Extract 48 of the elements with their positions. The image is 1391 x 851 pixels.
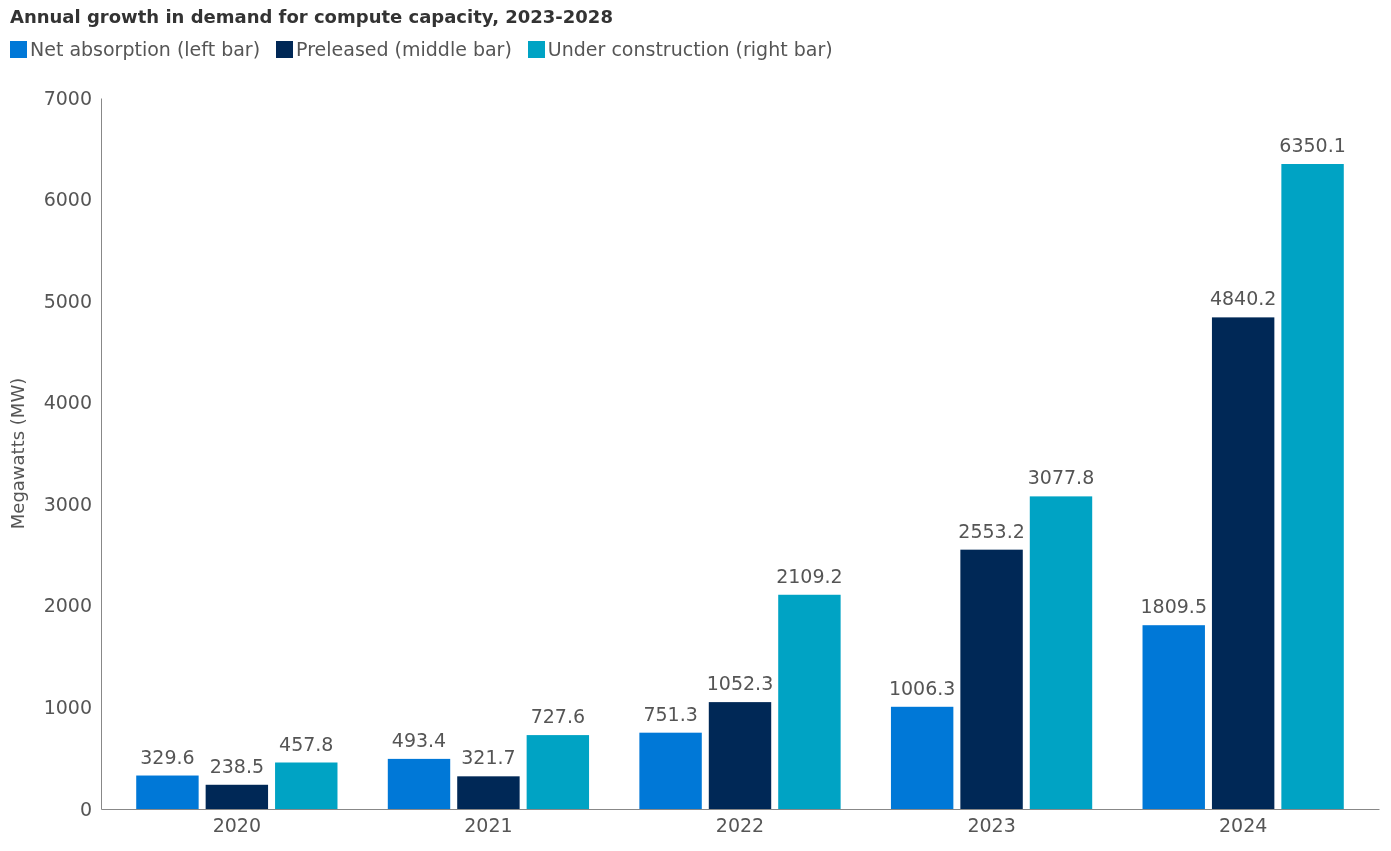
bar [1211, 317, 1275, 809]
bar [778, 594, 841, 809]
bar [890, 706, 954, 809]
y-tick-label: 3000 [43, 492, 92, 515]
x-tick-label: 2023 [967, 814, 1016, 837]
legend-label: Net absorption (left bar) [30, 38, 261, 60]
data-label: 238.5 [209, 754, 265, 777]
data-label: 329.6 [140, 745, 195, 768]
bar [136, 775, 199, 809]
data-label: 2109.2 [776, 564, 843, 587]
y-tick-label: 7000 [43, 86, 92, 109]
bar [205, 784, 269, 809]
bar [387, 758, 451, 809]
legend-label: Under construction (right bar) [547, 38, 833, 60]
x-tick-label: 2020 [212, 814, 262, 837]
bar [960, 549, 1023, 809]
bar [526, 735, 590, 809]
data-label: 1006.3 [888, 676, 956, 699]
data-label: 4840.2 [1209, 287, 1277, 310]
y-tick-label: 6000 [43, 188, 92, 211]
y-tick-label: 1000 [43, 696, 92, 719]
bar [1029, 496, 1093, 809]
data-label: 3077.8 [1027, 466, 1095, 489]
data-label: 1052.3 [706, 672, 774, 695]
legend-label: Preleased (middle bar) [296, 38, 512, 60]
x-tick-label: 2022 [715, 814, 765, 837]
y-tick-label: 4000 [43, 391, 92, 414]
data-label: 2553.2 [958, 519, 1025, 542]
y-tick-label: 5000 [43, 289, 92, 312]
y-axis-title: Megawatts (MW) [7, 377, 28, 530]
data-label: 1809.5 [1140, 595, 1207, 618]
bar [708, 702, 772, 809]
data-label: 457.8 [279, 732, 334, 755]
data-label: 751.3 [643, 702, 698, 725]
bar [639, 732, 702, 809]
bar [1281, 164, 1344, 809]
bar [275, 762, 338, 809]
y-tick-label: 2000 [43, 594, 92, 617]
data-label: 493.4 [391, 728, 447, 751]
x-tick-label: 2021 [464, 814, 513, 837]
data-label: 727.6 [530, 705, 586, 728]
data-label: 6350.1 [1279, 134, 1346, 157]
data-label: 321.7 [461, 746, 516, 769]
x-tick-label: 2024 [1218, 814, 1268, 837]
bar [457, 776, 520, 809]
chart-title: Annual growth in demand for compute capacity, 2023-2028 [10, 6, 613, 27]
y-tick-label: 0 [79, 797, 92, 820]
bar [1142, 625, 1205, 809]
